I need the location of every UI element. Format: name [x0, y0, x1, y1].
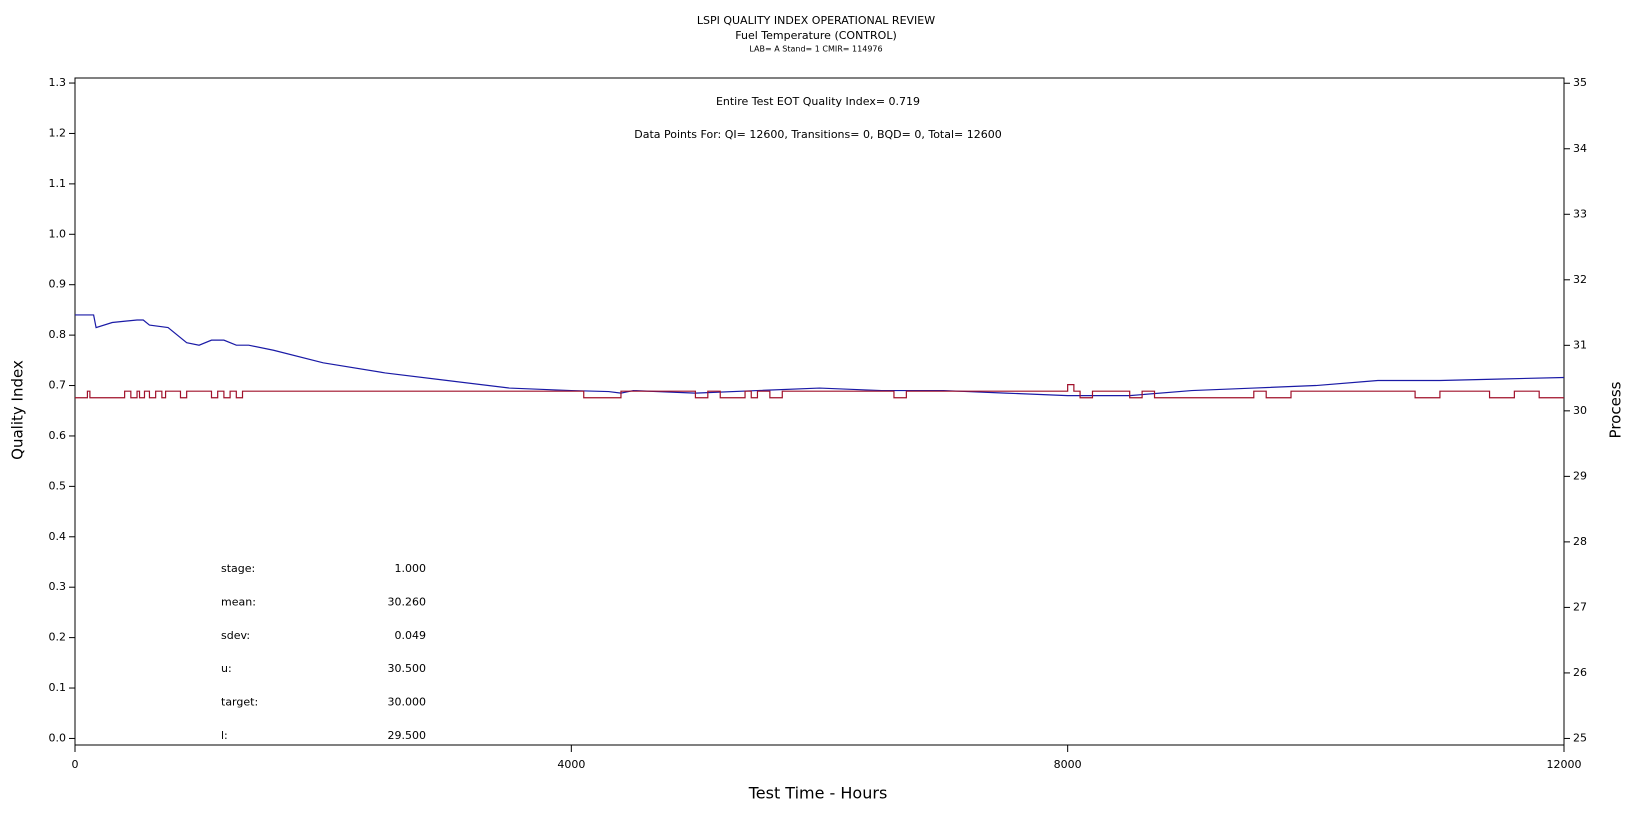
y-tick-label: 1.0	[49, 227, 67, 240]
stat-value: 0.049	[395, 629, 427, 642]
chart-subtitle: LAB= A Stand= 1 CMIR= 114976	[749, 45, 882, 54]
chart-subtitle: Fuel Temperature (CONTROL)	[735, 29, 897, 42]
y2-tick-label: 29	[1573, 469, 1587, 482]
stat-label: stage:	[221, 562, 255, 575]
stat-label: l:	[221, 729, 228, 742]
y2-axis-label: Process	[1607, 381, 1625, 438]
y-tick-label: 0.7	[49, 379, 67, 392]
y-tick-label: 0.1	[49, 681, 67, 694]
y-tick-label: 0.0	[49, 731, 67, 744]
stat-label: mean:	[221, 595, 256, 608]
data-line	[75, 314, 1565, 397]
y-tick-label: 0.5	[49, 479, 67, 492]
data-line	[75, 384, 1564, 399]
x-tick-label: 0	[72, 758, 79, 771]
stat-label: sdev:	[221, 629, 250, 642]
x-tick-label: 8000	[1054, 758, 1082, 771]
annotation: Data Points For: QI= 12600, Transitions=…	[634, 128, 1002, 141]
y2-tick-label: 25	[1573, 731, 1587, 744]
stat-value: 30.000	[388, 696, 427, 709]
stat-value: 30.260	[388, 595, 427, 608]
y2-tick-label: 30	[1573, 404, 1587, 417]
annotation: Entire Test EOT Quality Index= 0.719	[716, 95, 920, 108]
y-tick-label: 1.2	[49, 126, 67, 139]
y-tick-label: 0.2	[49, 631, 67, 644]
y-tick-label: 0.6	[49, 429, 67, 442]
y-tick-label: 0.8	[49, 328, 67, 341]
x-axis-label: Test Time - Hours	[748, 784, 888, 803]
y-tick-label: 1.1	[49, 177, 67, 190]
y2-tick-label: 26	[1573, 666, 1587, 679]
y-tick-label: 0.9	[49, 278, 67, 291]
y-tick-label: 1.3	[49, 76, 67, 89]
y2-tick-label: 35	[1573, 76, 1587, 89]
stat-label: target:	[221, 696, 258, 709]
y2-tick-label: 27	[1573, 600, 1587, 613]
stat-label: u:	[221, 662, 232, 675]
y2-tick-label: 28	[1573, 535, 1587, 548]
y2-tick-label: 33	[1573, 207, 1587, 220]
stat-value: 1.000	[395, 562, 427, 575]
y2-tick-label: 34	[1573, 142, 1587, 155]
x-tick-label: 4000	[557, 758, 585, 771]
plot-frame	[74, 77, 1565, 746]
y-axis-label: Quality Index	[9, 360, 27, 460]
stat-value: 29.500	[388, 729, 427, 742]
chart-title: LSPI QUALITY INDEX OPERATIONAL REVIEW	[697, 14, 935, 27]
y-tick-label: 0.4	[49, 530, 67, 543]
y2-tick-label: 31	[1573, 338, 1587, 351]
y-tick-label: 0.3	[49, 580, 67, 593]
y2-tick-label: 32	[1573, 273, 1587, 286]
stat-value: 30.500	[388, 662, 427, 675]
x-tick-label: 12000	[1547, 758, 1582, 771]
